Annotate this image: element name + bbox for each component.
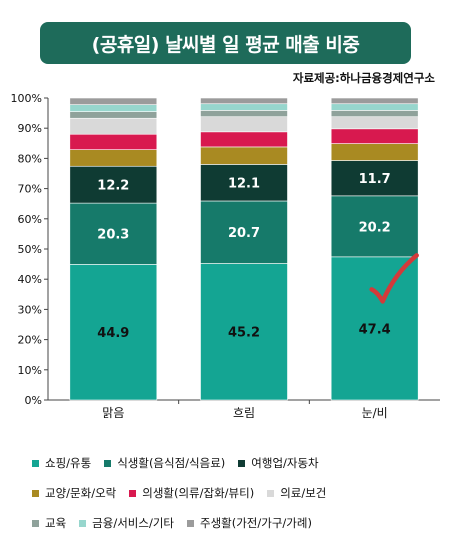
legend-item: 의생활(의류/잡화/뷰티) (129, 485, 254, 501)
legend-row: 교양/문화/오락 의생활(의류/잡화/뷰티) 의료/보건 (32, 478, 452, 508)
bar-segment (330, 110, 419, 118)
legend-label: 의생활(의류/잡화/뷰티) (142, 486, 255, 500)
legend-swatch (104, 459, 112, 467)
bar-segment (200, 146, 288, 165)
chart-title: (공휴일) 날씨별 일 평균 매출 비중 (91, 33, 360, 56)
bar-segment (200, 97, 288, 105)
legend-item: 쇼핑/유통 (32, 455, 91, 471)
bar-segment (200, 116, 288, 133)
bar-segment (200, 110, 288, 118)
stacked-bar-chart: 0% 10% 20% 30% 40% 50% 60% 70% 80% 90% 100% 44.9 20.… (11, 92, 440, 420)
legend-swatch (32, 489, 39, 497)
bar-segment (69, 117, 158, 135)
bar-segment (330, 97, 419, 105)
y-tick-label: 100% (11, 92, 42, 105)
legend-label: 식생활(음식점/식음료) (117, 456, 226, 470)
data-label: 11.7 (359, 172, 391, 187)
bar-segment (69, 149, 158, 167)
legend-row: 쇼핑/유통 식생활(음식점/식음료) 여행업/자동차 (32, 448, 452, 478)
y-tick-label: 20% (18, 334, 42, 347)
bar-segment (200, 263, 288, 401)
legend-item: 주생활(가전/가구/가례) (186, 515, 312, 531)
x-tick-label: 눈/비 (362, 406, 388, 420)
bar-segment (69, 264, 158, 401)
bar-segment (69, 111, 158, 119)
bar-segment (69, 133, 158, 150)
y-tick-label: 10% (18, 364, 42, 377)
legend-item: 금융/서비스/기타 (79, 515, 174, 531)
legend: 쇼핑/유통 식생활(음식점/식음료) 여행업/자동차 교양/문화/오락 의생활(… (32, 448, 452, 538)
legend-item: 식생활(음식점/식음료) (104, 455, 225, 471)
y-tick-label: 80% (18, 152, 42, 165)
legend-label: 금융/서비스/기타 (92, 516, 174, 530)
y-tick-label: 60% (18, 213, 42, 226)
legend-item: 교육 (32, 515, 66, 531)
bar-segment (200, 131, 288, 148)
bar-segment (330, 256, 419, 401)
checkmark-icon (369, 253, 419, 304)
bar-segment (200, 200, 288, 264)
legend-swatch (267, 489, 275, 497)
legend-item: 여행업/자동차 (238, 455, 319, 471)
legend-label: 여행업/자동차 (251, 456, 319, 470)
y-tick-label: 40% (18, 273, 42, 286)
data-label: 20.2 (359, 220, 391, 235)
data-label: 47.4 (359, 322, 391, 337)
data-label: 20.7 (228, 226, 260, 241)
data-label: 44.9 (97, 326, 129, 341)
legend-label: 주생활(가전/가구/가례) (199, 516, 312, 530)
x-tick-label: 흐림 (233, 406, 255, 420)
y-tick-label: 0% (25, 394, 42, 407)
y-tick-label: 70% (18, 183, 42, 196)
bar-segment (69, 165, 158, 204)
y-tick-label: 50% (18, 243, 42, 256)
bar-segment (69, 97, 158, 105)
data-label: 20.3 (97, 228, 129, 243)
source-note: 자료제공:하나금융경제연구소 (292, 71, 435, 85)
legend-swatch (32, 519, 39, 527)
bar-segment (69, 104, 158, 112)
legend-item: 의료/보건 (267, 485, 326, 501)
y-tick-label: 90% (18, 122, 42, 135)
bar-segment (330, 128, 419, 144)
legend-label: 교양/문화/오락 (45, 486, 117, 500)
legend-row: 교육 금융/서비스/기타 주생활(가전/가구/가례) (32, 508, 452, 538)
bar-segment (330, 160, 419, 197)
bar-segment (330, 143, 419, 161)
bar-segment (330, 116, 419, 130)
title-banner: (공휴일) 날씨별 일 평균 매출 비중 (40, 22, 411, 64)
data-label: 12.2 (97, 179, 129, 194)
legend-swatch (186, 519, 194, 527)
legend-swatch (129, 489, 137, 497)
legend-label: 의료/보건 (280, 486, 327, 500)
x-tick-label: 맑음 (102, 406, 124, 420)
legend-item: 교양/문화/오락 (32, 485, 116, 501)
legend-label: 쇼핑/유통 (45, 456, 92, 470)
y-tick-label: 30% (18, 303, 42, 316)
bar-segment (69, 202, 158, 265)
data-label: 12.1 (228, 177, 260, 192)
legend-swatch (32, 459, 39, 467)
legend-label: 교육 (45, 516, 67, 530)
bar-segment (200, 103, 288, 111)
legend-swatch (238, 459, 246, 467)
bar-segment (330, 103, 419, 111)
data-label: 45.2 (228, 326, 260, 341)
bar-segment (330, 195, 419, 258)
legend-swatch (79, 519, 87, 527)
